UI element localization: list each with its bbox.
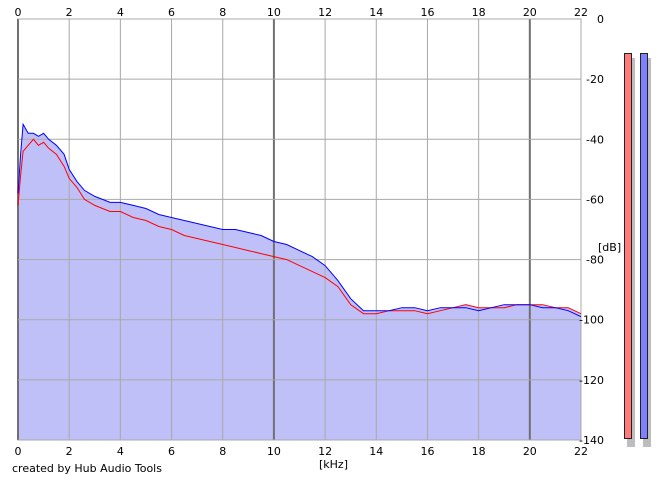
x-tick-label-bottom: 10 — [267, 445, 281, 458]
x-tick-label-top: 12 — [318, 6, 332, 19]
y-tick-label: -80 — [586, 254, 604, 267]
x-tick-label-top: 10 — [267, 6, 281, 19]
left-channel-line — [17, 138, 582, 315]
x-tick-label-top: 14 — [369, 6, 383, 19]
y-tick-label: -20 — [586, 73, 604, 86]
y-tick-label: -140 — [579, 434, 604, 447]
right-level-meter — [640, 53, 648, 439]
x-tick-label-top: 18 — [472, 6, 486, 19]
right-channel-line — [17, 122, 582, 318]
x-tick-label-bottom: 0 — [15, 445, 22, 458]
y-tick-label: -100 — [579, 314, 604, 327]
x-tick-label-bottom: 8 — [219, 445, 226, 458]
x-tick-label-bottom: 16 — [420, 445, 434, 458]
left-level-meter — [624, 53, 632, 439]
x-tick-label-bottom: 2 — [66, 445, 73, 458]
x-tick-label-bottom: 20 — [523, 445, 537, 458]
y-tick-label: 0 — [597, 13, 604, 26]
credit-annotation: created by Hub Audio Tools — [12, 462, 162, 475]
x-tick-label-top: 8 — [219, 6, 226, 19]
x-tick-label-top: 22 — [574, 6, 588, 19]
x-tick-label-bottom: 4 — [117, 445, 124, 458]
x-axis-label: [kHz] — [319, 458, 348, 471]
y-axis-label: [dB] — [598, 241, 621, 254]
y-tick-label: -40 — [586, 133, 604, 146]
x-tick-label-top: 20 — [523, 6, 537, 19]
x-tick-label-bottom: 6 — [168, 445, 175, 458]
x-tick-label-top: 0 — [15, 6, 22, 19]
x-tick-label-bottom: 18 — [472, 445, 486, 458]
x-tick-label-bottom: 22 — [574, 445, 588, 458]
spectrum-fill — [18, 124, 581, 441]
y-tick-label: -60 — [586, 193, 604, 206]
x-tick-label-bottom: 14 — [369, 445, 383, 458]
x-tick-label-top: 2 — [66, 6, 73, 19]
x-tick-label-top: 16 — [420, 6, 434, 19]
x-tick-label-bottom: 12 — [318, 445, 332, 458]
x-tick-label-top: 4 — [117, 6, 124, 19]
y-tick-label: -120 — [579, 374, 604, 387]
x-tick-label-top: 6 — [168, 6, 175, 19]
